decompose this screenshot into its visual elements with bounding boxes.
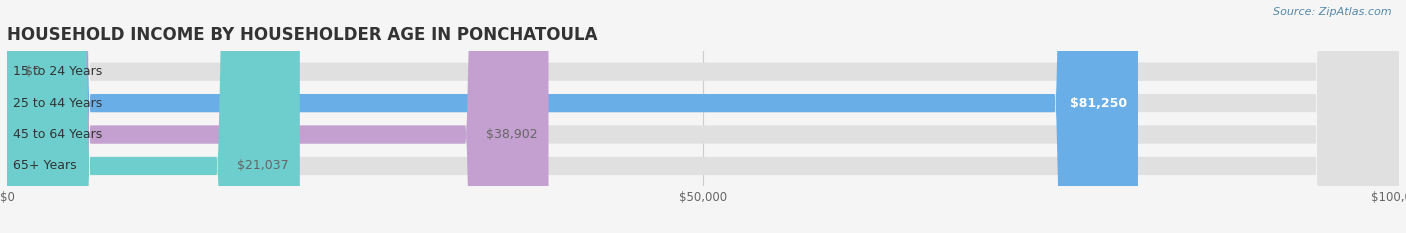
Text: 65+ Years: 65+ Years <box>13 159 76 172</box>
FancyBboxPatch shape <box>7 0 1137 233</box>
Text: HOUSEHOLD INCOME BY HOUSEHOLDER AGE IN PONCHATOULA: HOUSEHOLD INCOME BY HOUSEHOLDER AGE IN P… <box>7 26 598 44</box>
FancyBboxPatch shape <box>7 0 548 233</box>
Text: $0: $0 <box>25 65 41 78</box>
FancyBboxPatch shape <box>7 0 299 233</box>
FancyBboxPatch shape <box>7 0 1399 233</box>
FancyBboxPatch shape <box>7 0 1399 233</box>
Text: Source: ZipAtlas.com: Source: ZipAtlas.com <box>1274 7 1392 17</box>
FancyBboxPatch shape <box>7 0 1399 233</box>
Text: 45 to 64 Years: 45 to 64 Years <box>13 128 101 141</box>
Text: $21,037: $21,037 <box>238 159 288 172</box>
Text: $38,902: $38,902 <box>485 128 537 141</box>
Text: $81,250: $81,250 <box>1070 97 1126 110</box>
Text: 15 to 24 Years: 15 to 24 Years <box>13 65 101 78</box>
Text: 25 to 44 Years: 25 to 44 Years <box>13 97 101 110</box>
FancyBboxPatch shape <box>7 0 1399 233</box>
